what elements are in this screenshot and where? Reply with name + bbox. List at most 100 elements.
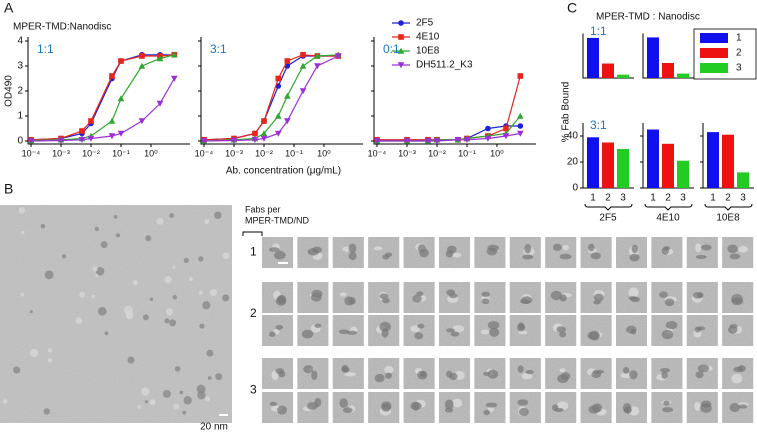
particle	[199, 323, 205, 329]
particle	[277, 405, 288, 415]
particle	[182, 410, 187, 415]
particle	[222, 252, 230, 260]
marker	[454, 136, 462, 144]
particle	[631, 244, 639, 254]
x-tick-label: 10⁰	[144, 148, 158, 158]
particle	[149, 399, 156, 406]
particle	[348, 251, 357, 261]
x-tick-label: 10⁻¹	[458, 148, 476, 158]
bar	[587, 37, 599, 78]
particle	[198, 290, 204, 296]
particle	[156, 217, 164, 225]
bar-label: 2	[725, 193, 731, 204]
particle	[587, 243, 595, 252]
particle	[733, 366, 743, 373]
particle	[91, 294, 95, 299]
particle	[701, 244, 712, 251]
legend-marker	[397, 47, 405, 54]
particle	[550, 290, 562, 301]
particle	[661, 371, 668, 379]
marker	[484, 135, 492, 142]
bar-label: 1	[710, 193, 716, 204]
particle	[20, 292, 25, 297]
particle	[381, 403, 392, 412]
particle	[341, 364, 349, 372]
axis	[373, 37, 536, 145]
y-tick-label: 2	[17, 86, 23, 97]
particle	[559, 294, 567, 302]
particle	[94, 226, 99, 232]
thumbnail-texture	[545, 237, 577, 268]
particle	[145, 235, 152, 242]
particle	[204, 396, 211, 402]
particle	[196, 384, 206, 394]
bar	[647, 129, 659, 188]
ratio-label: 0:1	[383, 42, 400, 56]
particle	[172, 265, 176, 269]
chart-title: MPER-TMD : Nanodisc	[596, 12, 700, 23]
series-line	[377, 75, 521, 141]
particle	[222, 294, 230, 302]
particle	[559, 253, 572, 260]
particle	[348, 297, 356, 305]
particle	[659, 291, 668, 298]
particle	[342, 407, 353, 413]
bar	[677, 73, 689, 78]
bar	[617, 74, 629, 78]
particle	[481, 298, 490, 305]
particle	[29, 348, 39, 358]
legend-label: 2F5	[416, 18, 434, 29]
thumbnail-texture	[403, 237, 435, 268]
particle	[385, 252, 393, 258]
ratio-label: 1:1	[37, 42, 54, 56]
particle	[172, 295, 178, 300]
particle	[697, 292, 704, 299]
legend-marker	[398, 34, 404, 40]
marker	[299, 62, 307, 69]
particle	[480, 329, 490, 335]
particle	[18, 206, 26, 214]
marker	[517, 112, 524, 119]
marker	[251, 136, 259, 144]
bar-label: 2	[665, 193, 671, 204]
particle	[517, 323, 526, 332]
particle	[554, 407, 564, 412]
particle	[379, 321, 391, 332]
particle	[169, 319, 177, 327]
particle	[738, 404, 748, 409]
axis	[200, 37, 363, 145]
particle	[61, 254, 67, 259]
particle	[727, 244, 738, 254]
particle	[665, 321, 678, 330]
particle	[559, 331, 567, 338]
panel-label: B	[4, 181, 13, 197]
panel-label: C	[567, 0, 577, 16]
row-header: MPER-TMD/ND	[245, 215, 309, 225]
particle	[162, 389, 171, 399]
particle	[123, 305, 133, 315]
row-label: 3	[250, 383, 257, 397]
marker	[230, 137, 238, 144]
particle	[417, 323, 425, 329]
particle	[97, 306, 107, 316]
particle	[202, 301, 211, 310]
series-line	[377, 125, 521, 141]
particle	[696, 326, 706, 331]
marker	[171, 51, 178, 58]
particle	[525, 370, 534, 375]
particle	[40, 223, 46, 229]
x-tick-label: 10⁻¹	[112, 148, 130, 158]
particle	[183, 396, 192, 405]
particle	[731, 373, 743, 384]
particle	[661, 246, 669, 255]
particle	[412, 294, 422, 303]
marker	[156, 55, 164, 62]
legend-swatch	[700, 33, 728, 43]
particle	[560, 372, 571, 380]
particle	[144, 400, 148, 404]
particle	[100, 241, 108, 249]
thumbnail-texture	[722, 237, 754, 268]
scale-bar-label: 20 nm	[200, 422, 228, 433]
particle	[623, 406, 632, 414]
